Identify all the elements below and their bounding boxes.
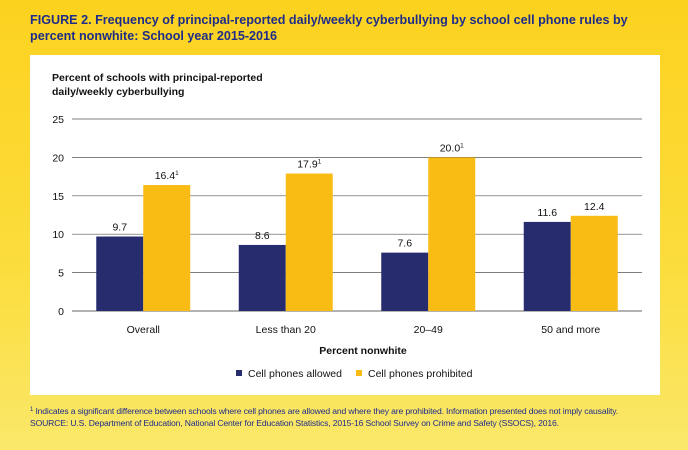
y-tick-label-20: 20: [52, 152, 64, 164]
bar-allowed-1: [238, 244, 286, 311]
category-label-2: 20–49: [414, 324, 443, 336]
data-label-allowed-1: 8.6: [255, 230, 270, 242]
legend-allowed-label: Cell phones allowed: [248, 368, 342, 380]
category-label-0: Overall: [127, 324, 160, 336]
data-label-prohibited-1: 17.91: [297, 159, 321, 171]
figure-title: FIGURE 2. Frequency of principal-reporte…: [30, 13, 628, 43]
y-axis-title: Percent of schools with principal-report…: [52, 72, 263, 98]
y-tick-label-0: 0: [58, 306, 64, 318]
footnote-text: Indicates a significant difference betwe…: [35, 406, 618, 416]
footnote: 1 Indicates a significant difference bet…: [30, 404, 670, 429]
legend-allowed-swatch: [236, 370, 242, 376]
data-label-prohibited-0: 16.41: [155, 170, 179, 182]
bar-prohibited-3: [570, 215, 618, 311]
y-tick-label-10: 10: [52, 229, 64, 241]
x-axis-title: Percent nonwhite: [319, 345, 407, 357]
bar-prohibited-1: [285, 173, 333, 311]
y-tick-label-5: 5: [58, 268, 64, 280]
data-label-allowed-3: 11.6: [537, 207, 557, 219]
bar-prohibited-2: [428, 157, 476, 311]
footnote-marker: 1: [30, 407, 34, 413]
category-label-1: Less than 20: [256, 324, 316, 336]
data-label-prohibited-3: 12.4: [584, 201, 605, 213]
data-label-allowed-2: 7.6: [397, 238, 412, 250]
y-tick-label-25: 25: [52, 114, 64, 126]
legend-prohibited-swatch: [356, 370, 362, 376]
data-label-prohibited-2: 20.01: [440, 142, 464, 154]
y-tick-label-15: 15: [52, 191, 64, 203]
category-label-3: 50 and more: [541, 324, 600, 336]
bar-allowed-2: [381, 252, 429, 311]
legend-prohibited-label: Cell phones prohibited: [368, 368, 473, 380]
bar-prohibited-0: [143, 185, 191, 311]
bar-chart: 0 5 10 15 20 25 9.7 16.41 Overall 8.6 17.91 Less th…: [52, 114, 642, 380]
bar-allowed-3: [523, 221, 571, 311]
bar-allowed-0: [96, 236, 144, 311]
significance-note: 1 Indicates a significant difference bet…: [30, 404, 670, 417]
data-label-allowed-0: 9.7: [112, 222, 127, 234]
chart-panel: Percent of schools with principal-report…: [30, 55, 660, 395]
source-note: SOURCE: U.S. Department of Education, Na…: [30, 418, 559, 428]
